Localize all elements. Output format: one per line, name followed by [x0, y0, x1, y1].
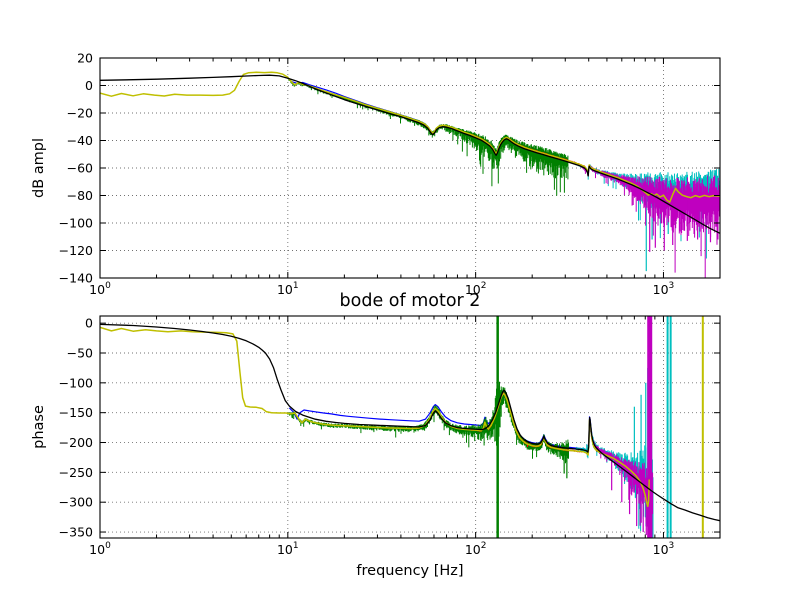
svg-text:−40: −40 — [67, 133, 93, 148]
svg-text:101: 101 — [277, 281, 299, 297]
svg-text:0: 0 — [85, 78, 93, 93]
x-tick-labels: 100 101 102 103 — [89, 281, 674, 297]
svg-text:20: 20 — [77, 51, 93, 66]
x-tick-labels: 100 101 102 103 — [89, 541, 674, 557]
svg-text:−60: −60 — [67, 161, 93, 176]
ticks — [99, 57, 721, 279]
svg-text:103: 103 — [653, 541, 675, 557]
svg-text:−50: −50 — [67, 346, 93, 361]
y-tick-labels: 0 −50 −100 −150 −200 −250 −300 −350 — [59, 316, 93, 540]
axes-box — [99, 315, 721, 539]
amplitude-series — [100, 71, 720, 278]
svg-text:101: 101 — [277, 541, 299, 557]
svg-text:−20: −20 — [67, 106, 93, 121]
svg-text:−150: −150 — [59, 405, 93, 420]
svg-text:0: 0 — [85, 316, 93, 331]
series-black-model-line — [100, 323, 720, 522]
svg-text:−300: −300 — [59, 495, 93, 510]
series-green-noise-band — [287, 316, 569, 538]
chart-title: bode of motor 2 — [339, 291, 481, 311]
phase-series — [100, 316, 720, 538]
svg-text:−100: −100 — [59, 375, 93, 390]
gridlines — [100, 58, 720, 278]
svg-text:−350: −350 — [59, 525, 93, 540]
svg-text:100: 100 — [89, 541, 111, 557]
x-axis-label: frequency [Hz] — [356, 563, 464, 579]
y-tick-labels: 20 0 −20 −40 −60 −80 −100 −120 −140 — [59, 51, 93, 286]
svg-text:102: 102 — [465, 281, 487, 297]
series-blue-line — [288, 390, 609, 453]
phase-y-axis-label: phase — [31, 405, 47, 449]
svg-text:100: 100 — [89, 281, 111, 297]
gridlines — [100, 316, 720, 538]
svg-text:−140: −140 — [59, 271, 93, 286]
svg-text:102: 102 — [465, 541, 487, 557]
svg-text:−120: −120 — [59, 243, 93, 258]
ticks — [99, 316, 721, 538]
svg-text:−250: −250 — [59, 465, 93, 480]
svg-text:103: 103 — [653, 281, 675, 297]
svg-text:−100: −100 — [59, 216, 93, 231]
svg-text:−80: −80 — [67, 188, 93, 203]
amplitude-y-axis-label: dB ampl — [31, 138, 47, 199]
svg-text:−200: −200 — [59, 435, 93, 450]
series-black-model-line — [100, 74, 720, 234]
